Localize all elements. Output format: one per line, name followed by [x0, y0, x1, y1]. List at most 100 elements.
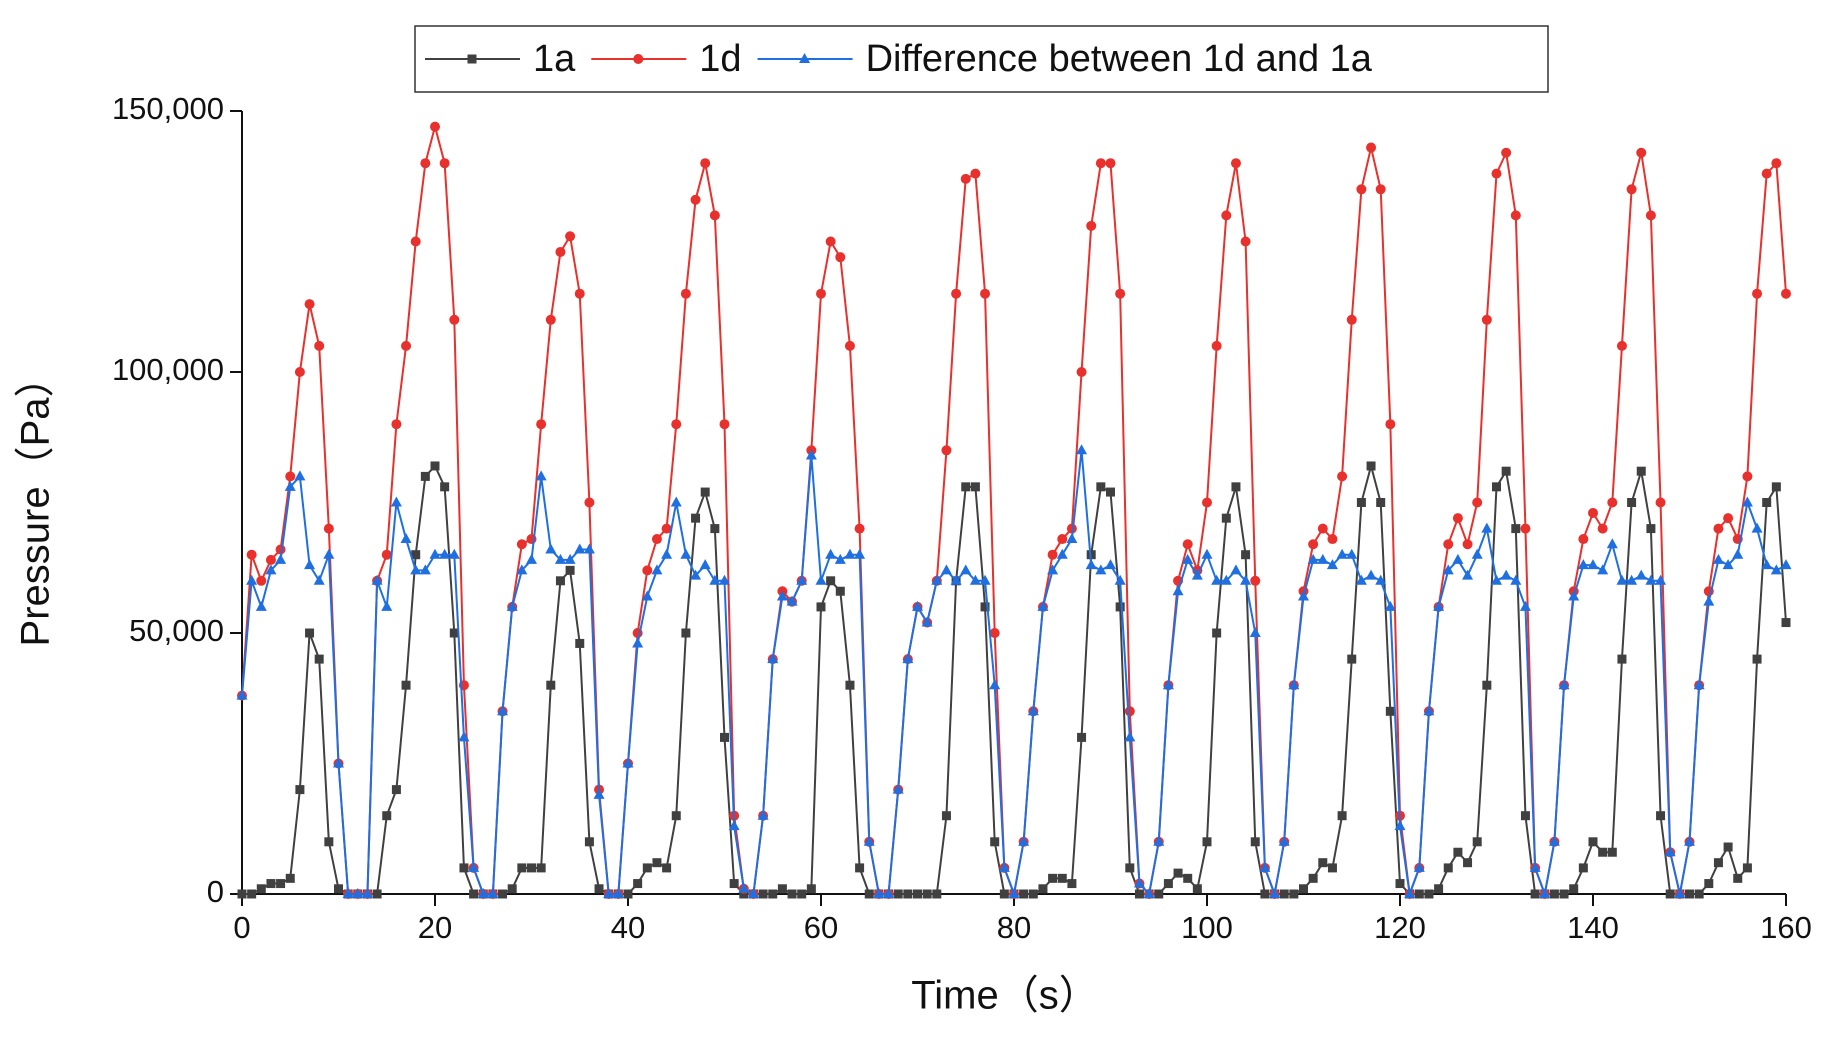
data-point [294, 470, 306, 481]
data-point [256, 575, 267, 586]
data-point [690, 569, 702, 580]
data-point [1384, 600, 1396, 611]
data-point [439, 548, 451, 559]
data-point [1491, 168, 1502, 179]
data-point [1038, 884, 1048, 894]
data-point [700, 158, 711, 169]
data-point [719, 419, 730, 430]
data-point [1230, 564, 1242, 575]
data-point [391, 785, 401, 795]
data-point [246, 549, 257, 560]
legend-label: 1a [533, 38, 576, 80]
data-point [633, 879, 643, 889]
data-point [1346, 314, 1357, 325]
data-point [334, 884, 343, 894]
data-point [651, 564, 663, 575]
data-point [1241, 550, 1251, 560]
data-point [1183, 873, 1193, 883]
data-point [352, 888, 364, 898]
x-tick-label: 140 [1567, 910, 1619, 945]
data-point [1365, 569, 1377, 580]
data-point [990, 837, 1000, 847]
data-point [1124, 706, 1135, 717]
legend-label: 1d [699, 38, 741, 80]
data-point [1269, 888, 1281, 898]
data-point [603, 888, 615, 898]
data-point [980, 602, 990, 612]
data-point [1626, 574, 1638, 585]
data-point [709, 574, 721, 585]
data-point [1105, 158, 1116, 169]
data-point [361, 888, 373, 898]
data-point [1057, 873, 1067, 883]
data-point [1173, 868, 1183, 878]
data-point [1578, 863, 1588, 873]
data-point [419, 564, 431, 575]
data-point [902, 653, 914, 664]
data-point [430, 461, 440, 471]
data-point [323, 523, 334, 534]
data-point [429, 548, 441, 559]
data-point [671, 419, 682, 430]
data-point [324, 837, 334, 847]
data-point [932, 889, 942, 899]
data-point [1761, 168, 1772, 179]
data-point [246, 574, 258, 585]
data-point [1289, 889, 1299, 899]
data-point [815, 574, 827, 585]
data-point [1452, 513, 1463, 524]
series-line [241, 450, 1787, 898]
data-point [1337, 811, 1347, 821]
data-point [333, 757, 344, 768]
data-point [1713, 858, 1723, 868]
data-point [554, 553, 566, 564]
data-point [1376, 498, 1386, 507]
data-point [825, 548, 837, 559]
data-point [999, 889, 1009, 899]
data-point [1134, 889, 1144, 899]
data-point [1327, 863, 1337, 873]
data-point [1182, 553, 1194, 564]
data-point [565, 565, 575, 575]
data-point [834, 553, 846, 564]
data-point [1125, 863, 1135, 873]
data-point [574, 288, 585, 299]
data-point [680, 288, 691, 299]
data-point [1771, 158, 1782, 169]
data-point [1694, 889, 1704, 899]
data-point [1636, 147, 1647, 158]
data-point [1037, 600, 1049, 611]
data-point [1548, 835, 1560, 846]
data-point [1597, 564, 1609, 575]
data-point [1732, 548, 1744, 559]
data-point [1008, 888, 1020, 898]
data-point [1212, 628, 1222, 638]
data-point [517, 863, 527, 873]
data-point [1578, 534, 1589, 545]
data-point [700, 487, 710, 497]
data-point [796, 574, 808, 585]
data-point [247, 889, 257, 899]
data-point [1471, 548, 1483, 559]
x-tick-label: 80 [997, 910, 1031, 945]
data-point [612, 888, 624, 898]
data-point [1752, 288, 1763, 299]
data-point [342, 888, 354, 898]
data-point [729, 879, 739, 889]
data-point [816, 288, 826, 299]
data-point [1327, 534, 1338, 545]
data-point [1463, 858, 1473, 868]
data-point [1106, 487, 1115, 497]
data-point [642, 863, 652, 873]
data-point [1298, 590, 1309, 601]
data-point [314, 654, 324, 664]
data-point [439, 158, 450, 169]
data-point [564, 553, 576, 564]
data-point [1278, 835, 1290, 846]
data-point [594, 884, 604, 894]
data-point [661, 548, 673, 559]
x-tick-label: 20 [418, 910, 452, 945]
data-point [1249, 627, 1261, 637]
x-tick-label: 100 [1181, 910, 1233, 945]
data-point [873, 888, 885, 898]
